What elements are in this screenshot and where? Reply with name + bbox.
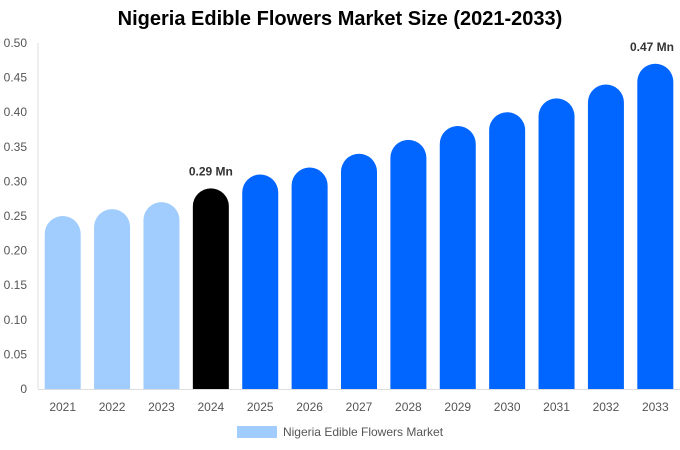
y-tick-label: 0.40 — [4, 105, 28, 119]
y-tick-label: 0.25 — [4, 209, 28, 223]
bar — [192, 188, 229, 389]
bar — [143, 202, 180, 389]
y-tick-label: 0 — [20, 382, 27, 396]
x-tick-label: 2023 — [148, 400, 175, 414]
bar — [587, 84, 624, 390]
bar — [94, 209, 131, 389]
bar — [390, 139, 427, 389]
data-label: 0.29 Mn — [189, 164, 233, 178]
x-tick-label: 2024 — [197, 400, 224, 414]
legend-swatch — [236, 426, 277, 438]
bar — [637, 63, 674, 389]
legend: Nigeria Edible Flowers Market — [0, 425, 680, 439]
x-tick-label: 2030 — [494, 400, 521, 414]
y-tick-label: 0.45 — [4, 71, 28, 85]
x-tick-label: 2022 — [99, 400, 126, 414]
bar — [538, 98, 575, 390]
x-tick-label: 2033 — [642, 400, 669, 414]
bar — [44, 216, 81, 389]
bar — [439, 126, 476, 390]
y-tick-label: 0.10 — [4, 313, 28, 327]
x-tick-label: 2028 — [395, 400, 422, 414]
chart-title: Nigeria Edible Flowers Market Size (2021… — [117, 8, 563, 30]
y-tick-label: 0.30 — [4, 174, 28, 188]
bar — [341, 153, 377, 389]
y-tick-label: 0.20 — [4, 244, 28, 258]
bar — [489, 112, 526, 389]
bar — [242, 174, 279, 389]
x-tick-label: 2025 — [247, 400, 274, 414]
x-tick-label: 2031 — [543, 400, 570, 414]
legend-label: Nigeria Edible Flowers Market — [282, 425, 444, 439]
y-tick-label: 0.05 — [4, 347, 28, 361]
bar — [291, 167, 328, 389]
x-tick-label: 2032 — [593, 400, 620, 414]
data-label: 0.47 Mn — [630, 40, 674, 54]
y-tick-label: 0.50 — [4, 36, 28, 50]
x-tick-label: 2029 — [444, 400, 471, 414]
y-tick-label: 0.35 — [4, 140, 28, 154]
x-tick-label: 2026 — [296, 400, 323, 414]
x-tick-label: 2027 — [346, 400, 373, 414]
y-tick-label: 0.15 — [4, 278, 28, 292]
x-tick-label: 2021 — [49, 400, 76, 414]
